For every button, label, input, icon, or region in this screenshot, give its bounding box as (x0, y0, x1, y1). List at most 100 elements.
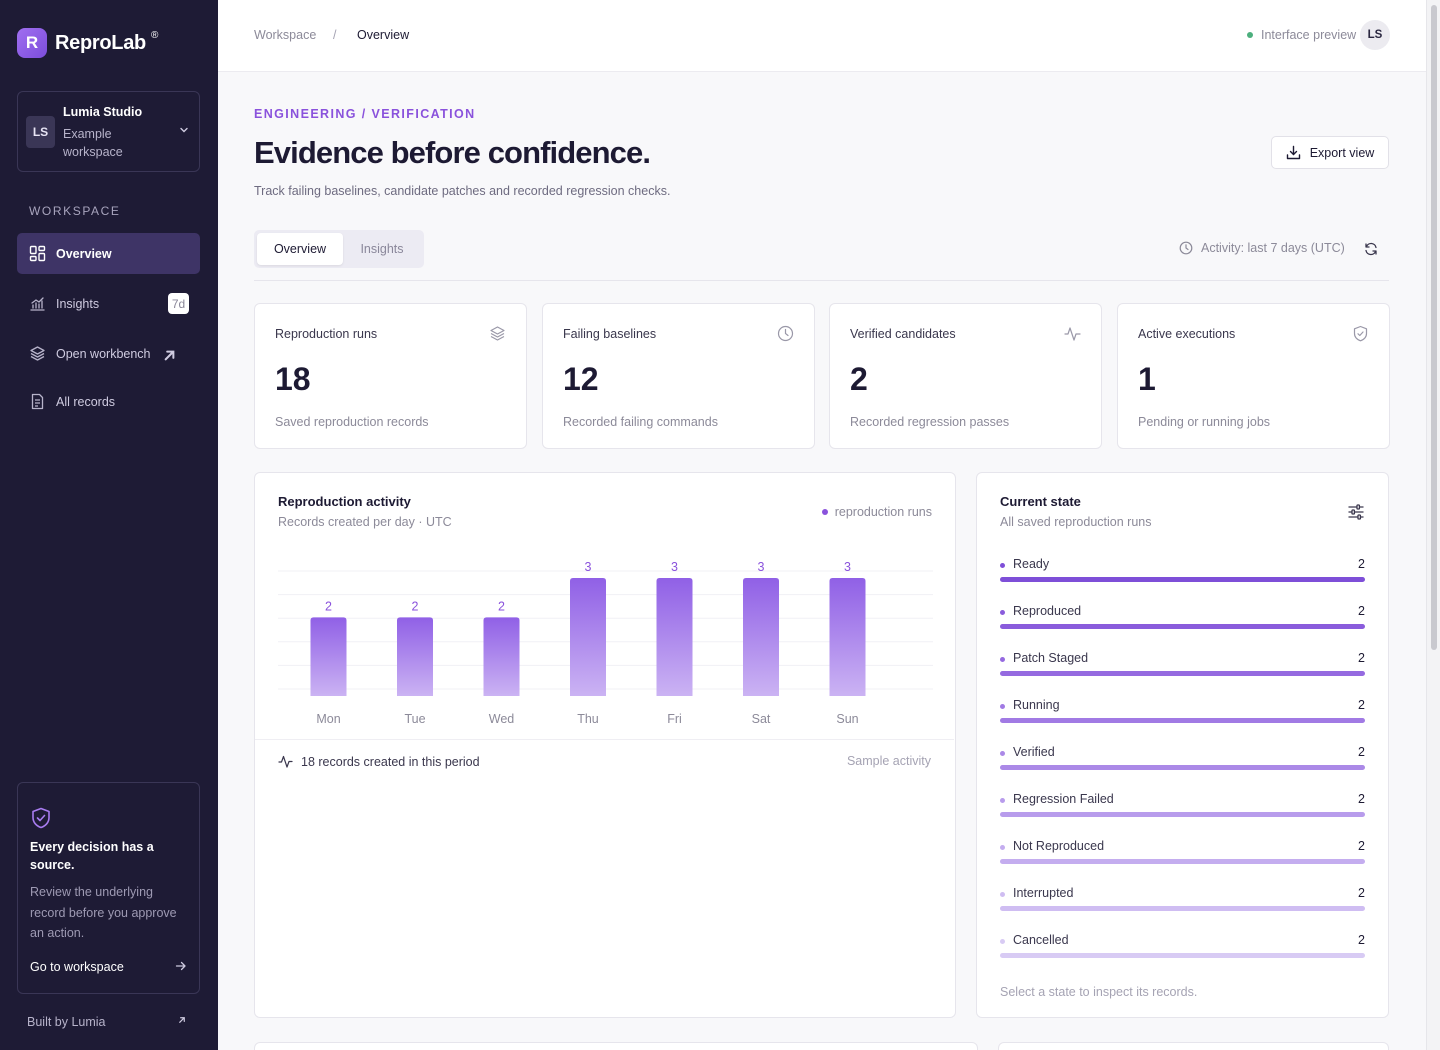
stat-value: 2 (850, 361, 868, 397)
sidebar-item-overview[interactable]: Overview (17, 233, 200, 274)
state-row[interactable]: Cancelled 2 (1000, 933, 1365, 963)
state-row[interactable]: Ready 2 (1000, 557, 1365, 587)
refresh-icon[interactable] (1364, 242, 1378, 256)
state-dot (1000, 751, 1005, 756)
chevron-down-icon (180, 127, 188, 133)
bar-value-label: 2 (412, 599, 419, 613)
state-label: Regression Failed (1013, 792, 1114, 806)
x-tick-label: Tue (404, 712, 425, 726)
tab-overview[interactable]: Overview (257, 233, 343, 265)
state-row[interactable]: Patch Staged 2 (1000, 651, 1365, 681)
bar-sun[interactable] (829, 578, 866, 696)
next-panel-left (254, 1042, 978, 1050)
page-scrollbar[interactable] (1426, 0, 1440, 1050)
next-panel-right (998, 1042, 1389, 1050)
stat-label: Active executions (1138, 327, 1236, 341)
sidebar-item-label: All records (56, 394, 116, 409)
state-dot (1000, 704, 1005, 709)
state-bar (1000, 859, 1365, 864)
breadcrumb-workspace[interactable]: Workspace (254, 28, 317, 42)
tab-insights[interactable]: Insights (360, 242, 404, 256)
state-label: Reproduced (1013, 604, 1082, 618)
page-eyebrow: ENGINEERING / VERIFICATION (254, 107, 476, 121)
pulse-icon (278, 755, 293, 768)
built-by-link[interactable]: Built by Lumia (27, 1015, 106, 1029)
bar-value-label: 2 (498, 599, 505, 613)
bar-wed[interactable] (483, 617, 520, 696)
state-label: Verified (1013, 745, 1055, 759)
download-icon (1286, 145, 1300, 160)
export-view-button[interactable]: Export view (1271, 136, 1389, 169)
state-row[interactable]: Reproduced 2 (1000, 604, 1365, 634)
state-count: 2 (1358, 604, 1365, 618)
stat-card-active-executions[interactable]: Active executions 1 Pending or running j… (1117, 303, 1390, 449)
stat-card-failing-baselines[interactable]: Failing baselines 12 Recorded failing co… (542, 303, 815, 449)
bar-mon[interactable] (310, 617, 347, 696)
shield-check-icon (1353, 325, 1368, 342)
state-row[interactable]: Interrupted 2 (1000, 886, 1365, 916)
state-dot (1000, 939, 1005, 944)
activity-bar-chart: 2 Mon 2 Tue 2 Wed 3 Thu 3 Fri 3 Sat 3 Sun (278, 560, 933, 726)
sample-activity-label: Sample activity (846, 754, 931, 768)
x-tick-label: Mon (316, 712, 340, 726)
sidebar-item-all-records[interactable]: All records (17, 381, 200, 422)
sidebar: R ReproLab ® LS Lumia Studio Example wor… (0, 0, 218, 1050)
app-logo[interactable]: R ReproLab ® (17, 28, 158, 58)
external-link-icon (179, 1017, 185, 1023)
bar-value-label: 3 (844, 560, 851, 574)
layers-icon (490, 326, 505, 341)
stat-card-reproduction-runs[interactable]: Reproduction runs 18 Saved reproduction … (254, 303, 527, 449)
state-row[interactable]: Running 2 (1000, 698, 1365, 728)
go-to-workspace-link[interactable]: Go to workspace (30, 960, 124, 974)
state-count: 2 (1358, 839, 1365, 853)
sidebar-item-label: Open workbench (56, 346, 151, 361)
top-bar: Workspace / Overview Interface preview L… (218, 0, 1426, 72)
state-dot (1000, 610, 1005, 615)
bar-sat[interactable] (743, 578, 779, 696)
workspace-avatar: LS (26, 116, 55, 148)
state-dot (1000, 798, 1005, 803)
app-name: ReproLab (55, 31, 146, 54)
stat-value: 12 (563, 361, 599, 397)
panel-title: Current state (1000, 494, 1081, 509)
state-count: 2 (1358, 792, 1365, 806)
state-dot (1000, 845, 1005, 850)
state-label: Interrupted (1013, 886, 1074, 900)
stat-card-verified-candidates[interactable]: Verified candidates 2 Recorded regressio… (829, 303, 1102, 449)
stat-value: 18 (275, 361, 311, 397)
filter-sliders-icon[interactable] (1347, 503, 1365, 521)
workspace-subtitle: Example workspace (63, 127, 123, 159)
state-bar (1000, 577, 1365, 582)
arrow-right-icon[interactable] (175, 960, 187, 972)
bar-fri[interactable] (656, 578, 693, 696)
scrollbar-thumb[interactable] (1431, 5, 1437, 650)
state-row[interactable]: Not Reproduced 2 (1000, 839, 1365, 869)
state-label: Ready (1013, 557, 1050, 571)
document-icon (31, 393, 44, 410)
state-count: 2 (1358, 557, 1365, 571)
bar-thu[interactable] (570, 578, 606, 696)
promo-text: Review the underlying record before you … (30, 885, 177, 940)
sidebar-item-insights[interactable]: Insights 7d (17, 283, 200, 324)
state-label: Running (1013, 698, 1060, 712)
state-count: 2 (1358, 698, 1365, 712)
x-tick-label: Sun (836, 712, 858, 726)
dashboard-icon (29, 245, 46, 262)
state-label: Not Reproduced (1013, 839, 1105, 853)
x-tick-label: Thu (577, 712, 599, 726)
logo-mark: R (17, 28, 47, 58)
user-avatar[interactable]: LS (1360, 20, 1390, 50)
state-row[interactable]: Verified 2 (1000, 745, 1365, 775)
activity-label: Activity: last 7 days (UTC) (1201, 241, 1345, 255)
records-summary: 18 records created in this period (278, 754, 480, 769)
bar-tue[interactable] (397, 617, 433, 696)
stat-label: Verified candidates (850, 327, 956, 341)
state-row[interactable]: Regression Failed 2 (1000, 792, 1365, 822)
workspace-name: Lumia Studio (63, 105, 143, 119)
workspace-switcher[interactable]: LS Lumia Studio Example workspace (17, 91, 200, 172)
page-subtitle: Track failing baselines, candidate patch… (254, 184, 671, 198)
state-dot (1000, 563, 1005, 568)
sidebar-item-open-workbench[interactable]: Open workbench (17, 333, 200, 374)
state-bar (1000, 812, 1365, 817)
chart-legend: reproduction runs (821, 505, 932, 519)
